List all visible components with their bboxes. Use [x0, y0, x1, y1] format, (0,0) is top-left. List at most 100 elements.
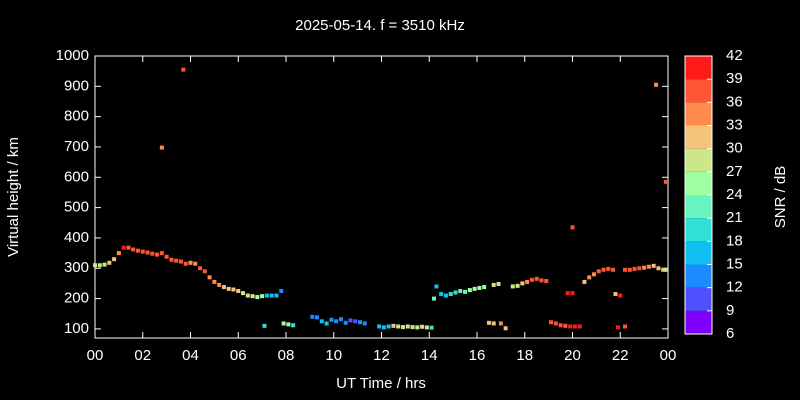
data-point: [269, 293, 274, 298]
data-point: [188, 260, 193, 265]
data-point: [611, 267, 616, 272]
colorbar-tick-label: 21: [726, 209, 743, 226]
data-point: [358, 320, 363, 325]
data-point: [212, 279, 217, 284]
data-point: [515, 283, 520, 288]
colorbar-tick-label: 27: [726, 163, 743, 180]
y-tick-label: 1000: [56, 47, 89, 64]
colorbar-tick-label: 12: [726, 279, 743, 296]
data-point: [534, 276, 539, 281]
x-tick-label: 20: [564, 347, 581, 364]
data-point: [510, 284, 515, 289]
data-point: [424, 325, 429, 330]
data-point: [217, 282, 222, 287]
data-point: [324, 321, 329, 326]
data-point: [377, 324, 382, 329]
colorbar-tick-label: 24: [726, 186, 743, 203]
data-point: [343, 320, 348, 325]
data-point: [591, 272, 596, 277]
data-point: [661, 267, 666, 272]
data-point: [250, 294, 255, 299]
data-point: [525, 279, 530, 284]
colorbar-cell: [685, 125, 712, 149]
data-point: [491, 282, 496, 287]
data-point: [396, 324, 401, 329]
data-point: [615, 325, 620, 330]
colorbar-cell: [685, 148, 712, 172]
data-point: [410, 325, 415, 330]
data-point: [181, 67, 186, 72]
data-point: [150, 251, 155, 256]
y-tick-label: 800: [64, 108, 89, 125]
data-point: [477, 285, 482, 290]
x-tick-label: 14: [421, 347, 438, 364]
data-point: [193, 261, 198, 266]
x-tick-label: 06: [230, 347, 247, 364]
data-point: [637, 266, 642, 271]
data-point: [126, 245, 131, 250]
data-point: [596, 269, 601, 274]
y-tick-label: 700: [64, 138, 89, 155]
data-point: [155, 252, 160, 257]
x-tick-label: 08: [278, 347, 295, 364]
data-point: [539, 278, 544, 283]
data-point: [558, 323, 563, 328]
data-point: [656, 266, 661, 271]
data-point: [549, 320, 554, 325]
y-tick-label: 200: [64, 290, 89, 307]
data-point: [236, 289, 241, 293]
data-point: [613, 292, 618, 297]
data-point: [570, 291, 575, 296]
colorbar-tick-label: 30: [726, 140, 743, 157]
data-point: [310, 314, 315, 319]
data-point: [627, 267, 632, 272]
data-point: [140, 249, 145, 254]
x-axis-label: UT Time / hrs: [336, 375, 426, 392]
data-point: [577, 324, 582, 329]
data-point: [448, 292, 453, 297]
chart-title: 2025-05-14. f = 3510 kHz: [295, 17, 465, 34]
data-point: [102, 262, 107, 267]
data-point: [107, 260, 112, 265]
data-point: [121, 245, 126, 250]
colorbar-tick-label: 6: [726, 325, 734, 342]
data-point: [491, 321, 496, 326]
data-point: [572, 324, 577, 329]
data-point: [164, 254, 169, 259]
data-point: [623, 267, 628, 272]
data-point: [221, 285, 226, 290]
data-point: [570, 225, 575, 230]
y-tick-label: 900: [64, 77, 89, 94]
data-point: [482, 285, 487, 290]
data-point: [568, 324, 573, 329]
data-point: [386, 324, 391, 329]
data-point: [553, 321, 558, 326]
data-point: [329, 317, 334, 322]
y-axis-label: Virtual height / km: [5, 137, 22, 257]
data-point: [544, 278, 549, 283]
colorbar-cell: [685, 218, 712, 242]
data-point: [443, 293, 448, 298]
data-point: [202, 269, 207, 274]
data-point: [183, 261, 188, 266]
data-point: [520, 281, 525, 286]
y-tick-label: 400: [64, 229, 89, 246]
data-point: [587, 275, 592, 280]
data-point: [565, 291, 570, 296]
x-tick-label: 22: [612, 347, 629, 364]
data-point: [405, 324, 410, 329]
data-point: [664, 267, 668, 272]
data-point: [458, 289, 463, 293]
data-point: [353, 319, 358, 324]
data-point: [231, 287, 236, 292]
data-point: [159, 145, 164, 150]
data-point: [400, 325, 405, 330]
data-point: [646, 264, 651, 269]
colorbar-tick-label: 33: [726, 116, 743, 133]
data-point: [415, 325, 420, 330]
data-point: [281, 321, 286, 326]
x-tick-label: 04: [182, 347, 199, 364]
colorbar-cell: [685, 264, 712, 288]
colorbar-cell: [685, 287, 712, 311]
